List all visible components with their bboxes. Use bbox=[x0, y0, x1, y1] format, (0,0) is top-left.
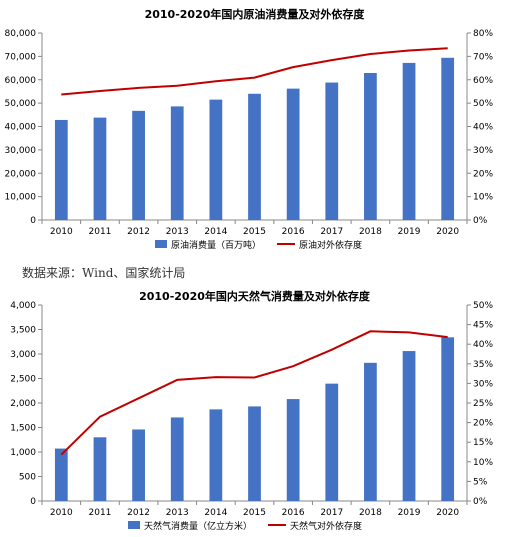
gas-bar bbox=[325, 383, 339, 501]
gas-right-tick-label: 0% bbox=[473, 497, 488, 507]
gas-x-tick-label: 2010 bbox=[50, 508, 73, 518]
gas-bar bbox=[248, 406, 261, 501]
gas-bar bbox=[54, 448, 68, 501]
gas-x-tick-label: 2013 bbox=[166, 508, 189, 518]
oil-bar bbox=[54, 119, 68, 220]
oil-bar bbox=[170, 106, 184, 220]
oil-x-tick-label: 2016 bbox=[282, 227, 305, 237]
gas-legend-line-label: 天然气对外依存度 bbox=[290, 520, 362, 532]
gas-right-tick-label: 25% bbox=[473, 399, 493, 409]
oil-bar bbox=[286, 88, 300, 220]
oil-x-tick-label: 2018 bbox=[359, 227, 382, 237]
gas-right-tick-label: 30% bbox=[473, 379, 493, 389]
oil-bar bbox=[132, 110, 145, 220]
gas-x-tick-label: 2017 bbox=[320, 508, 343, 518]
oil-bar bbox=[248, 93, 261, 220]
oil-left-tick-label: 10,000 bbox=[5, 193, 37, 203]
gas-left-tick-label: 500 bbox=[19, 473, 36, 483]
gas-bar bbox=[170, 417, 184, 501]
gas-right-tick-label: 50% bbox=[473, 301, 493, 311]
oil-x-tick-label: 2012 bbox=[127, 227, 150, 237]
gas-right-tick-label: 10% bbox=[473, 458, 493, 468]
gas-legend-bar-swatch bbox=[128, 521, 140, 529]
gas-x-tick-label: 2020 bbox=[436, 508, 459, 518]
gas-right-tick-label: 45% bbox=[473, 321, 493, 331]
oil-left-tick-label: 30,000 bbox=[5, 146, 37, 156]
gas-x-tick-label: 2018 bbox=[359, 508, 382, 518]
gas-x-tick-label: 2014 bbox=[204, 508, 227, 518]
gas-x-tick-label: 2016 bbox=[282, 508, 305, 518]
gas-right-tick-label: 5% bbox=[473, 477, 488, 487]
gas-bar bbox=[441, 337, 455, 501]
oil-right-tick-label: 20% bbox=[473, 169, 493, 179]
oil-x-tick-label: 2017 bbox=[320, 227, 343, 237]
oil-x-tick-label: 2010 bbox=[50, 227, 73, 237]
oil-x-tick-label: 2014 bbox=[204, 227, 227, 237]
oil-bar bbox=[364, 72, 377, 220]
oil-legend-bar-swatch bbox=[155, 240, 167, 248]
gas-left-tick-label: 0 bbox=[30, 497, 36, 507]
gas-right-tick-label: 40% bbox=[473, 340, 493, 350]
oil-bar bbox=[402, 62, 416, 220]
oil-left-tick-label: 0 bbox=[30, 216, 36, 226]
oil-left-tick-label: 20,000 bbox=[5, 169, 37, 179]
gas-x-tick-label: 2012 bbox=[127, 508, 150, 518]
oil-legend-bar-label: 原油消费量（百万吨） bbox=[171, 239, 261, 251]
oil-bar bbox=[93, 117, 107, 220]
oil-right-tick-label: 30% bbox=[473, 146, 493, 156]
gas-left-tick-label: 2,500 bbox=[10, 375, 36, 385]
gas-chart-title: 2010-2020年国内天然气消费量及对外依存度 bbox=[139, 289, 371, 303]
gas-x-tick-label: 2019 bbox=[398, 508, 421, 518]
oil-consumption-chart: 2010-2020年国内原油消费量及对外依存度 0 10,000 20,000 30,0… bbox=[5, 7, 494, 251]
gas-left-tick-label: 3,500 bbox=[10, 326, 36, 336]
oil-chart-title: 2010-2020年国内原油消费量及对外依存度 bbox=[145, 7, 366, 21]
gas-bar bbox=[93, 437, 107, 501]
oil-right-tick-label: 50% bbox=[473, 99, 493, 109]
oil-x-tick-label: 2020 bbox=[436, 227, 459, 237]
gas-x-tick-label: 2015 bbox=[243, 508, 266, 518]
gas-left-tick-label: 1,500 bbox=[10, 424, 36, 434]
oil-right-tick-label: 60% bbox=[473, 76, 493, 86]
oil-bar bbox=[209, 99, 223, 220]
data-source-note: 数据来源：Wind、国家统计局 bbox=[22, 266, 186, 280]
gas-left-tick-label: 3,000 bbox=[10, 350, 36, 360]
gas-left-tick-label: 2,000 bbox=[10, 399, 36, 409]
oil-left-tick-label: 50,000 bbox=[5, 99, 37, 109]
oil-left-tick-label: 70,000 bbox=[5, 52, 37, 62]
gas-bar bbox=[132, 429, 145, 501]
gas-bar bbox=[364, 362, 377, 501]
gas-right-tick-label: 35% bbox=[473, 360, 493, 370]
gas-x-tick-label: 2011 bbox=[89, 508, 112, 518]
gas-legend-bar-label: 天然气消费量（亿立方米） bbox=[144, 520, 252, 532]
oil-bar bbox=[441, 57, 455, 221]
oil-left-tick-label: 40,000 bbox=[5, 123, 37, 133]
gas-consumption-chart: 2010-2020年国内天然气消费量及对外依存度 0 500 1,000 1,500 2,… bbox=[10, 289, 493, 532]
gas-left-tick-label: 1,000 bbox=[10, 448, 36, 458]
oil-right-tick-label: 0% bbox=[473, 216, 488, 226]
gas-dependency-line bbox=[60, 330, 448, 456]
oil-right-tick-label: 80% bbox=[473, 29, 493, 39]
oil-dependency-line bbox=[61, 47, 448, 96]
oil-x-tick-label: 2019 bbox=[398, 227, 421, 237]
oil-right-tick-label: 10% bbox=[473, 193, 493, 203]
oil-bar bbox=[325, 82, 339, 221]
oil-right-tick-label: 40% bbox=[473, 123, 493, 133]
oil-legend-line-label: 原油对外依存度 bbox=[299, 239, 362, 251]
gas-bar bbox=[286, 399, 300, 501]
oil-right-tick-label: 70% bbox=[473, 52, 493, 62]
gas-left-tick-label: 4,000 bbox=[10, 301, 36, 311]
gas-bar bbox=[402, 351, 416, 501]
oil-x-tick-label: 2013 bbox=[166, 227, 189, 237]
oil-left-tick-label: 80,000 bbox=[5, 29, 37, 39]
gas-bar bbox=[209, 409, 223, 501]
oil-left-tick-label: 60,000 bbox=[5, 76, 37, 86]
oil-x-tick-label: 2015 bbox=[243, 227, 266, 237]
oil-x-tick-label: 2011 bbox=[89, 227, 112, 237]
gas-right-tick-label: 20% bbox=[473, 419, 493, 429]
gas-right-tick-label: 15% bbox=[473, 438, 493, 448]
